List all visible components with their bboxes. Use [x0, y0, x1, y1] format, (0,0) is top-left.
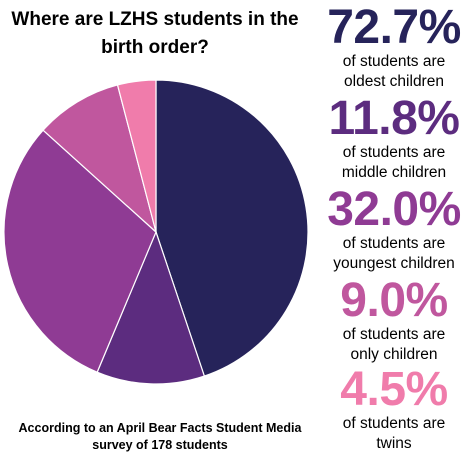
stat-twins: 4.5% of students are twins	[315, 366, 473, 454]
footnote-line2: survey of 178 students	[92, 438, 228, 452]
stat-oldest-line2: oldest children	[344, 73, 444, 90]
stat-twins-value: 4.5%	[340, 363, 448, 416]
stat-only-line1: of students are	[342, 326, 446, 343]
stat-only-line2: only children	[350, 346, 438, 363]
stat-oldest-line1: of students are	[342, 53, 446, 70]
pie-slice-oldest	[155, 79, 309, 377]
stat-middle-line1: of students are	[342, 144, 446, 161]
stat-twins-line2: twins	[376, 435, 412, 452]
stat-youngest-value: 32.0%	[327, 183, 461, 236]
footnote-line1: According to an April Bear Facts Student…	[18, 421, 302, 435]
stat-twins-line1: of students are	[342, 415, 446, 432]
stat-middle-value: 11.8%	[328, 92, 460, 145]
stat-youngest-line1: of students are	[342, 235, 446, 252]
chart-title: Where are LZHS students in the birth ord…	[11, 9, 299, 58]
stat-oldest: 72.7% of students are oldest children	[315, 4, 473, 92]
stat-middle: 11.8% of students are middle children	[315, 95, 473, 183]
stat-only: 9.0% of students are only children	[315, 277, 473, 365]
stat-youngest: 32.0% of students are youngest children	[315, 186, 473, 274]
stat-youngest-line2: youngest children	[333, 255, 455, 272]
pie-chart	[3, 79, 309, 385]
stat-middle-line2: middle children	[341, 164, 447, 181]
pie-slice-only	[42, 84, 158, 234]
pie-slice-twins	[116, 79, 157, 233]
stat-oldest-value: 72.7%	[327, 1, 461, 54]
pie-slice-middle	[96, 230, 206, 385]
pie-slice-youngest	[3, 129, 157, 373]
footnote: According to an April Bear Facts Student…	[0, 420, 320, 454]
stat-only-value: 9.0%	[340, 274, 448, 327]
